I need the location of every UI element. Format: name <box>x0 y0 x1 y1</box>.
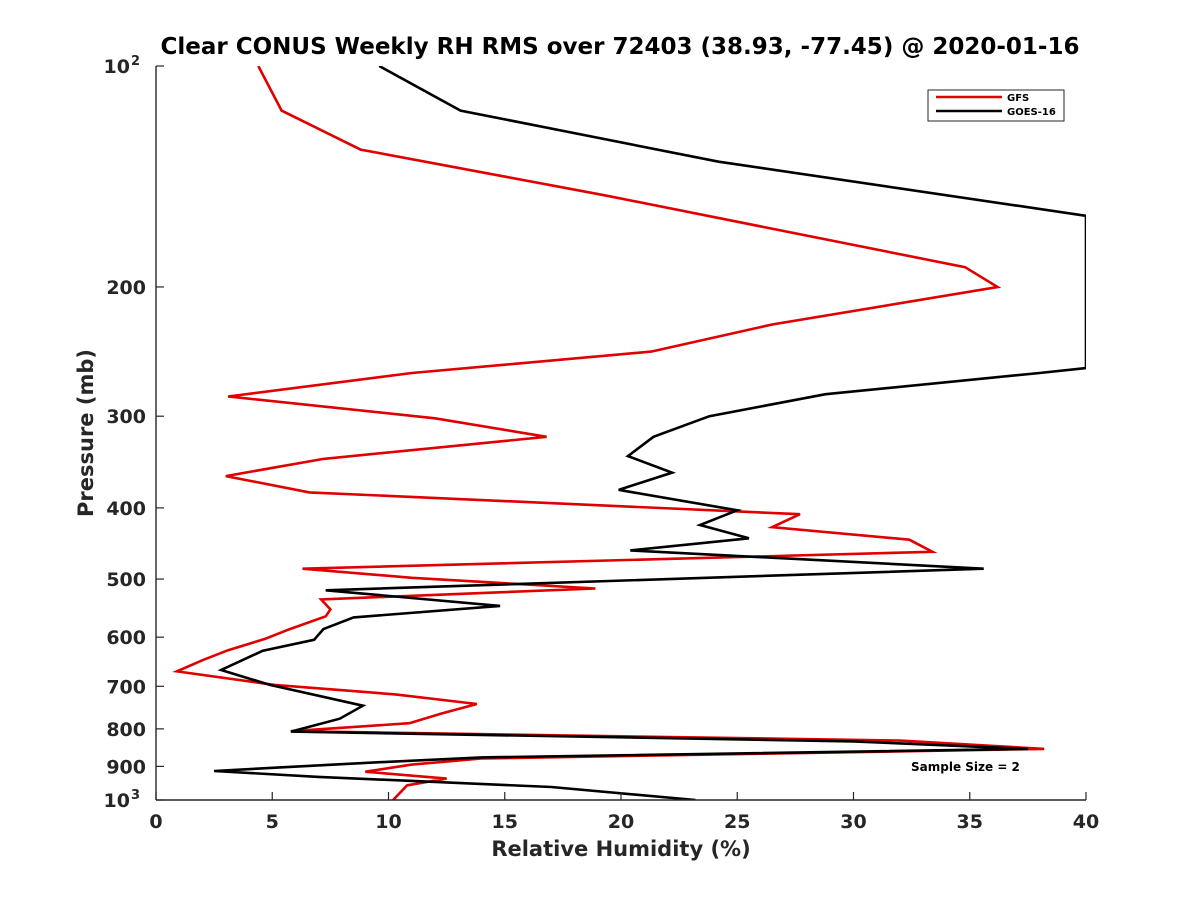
y-tick-exponent: 3 <box>131 788 140 803</box>
x-axis-label: Relative Humidity (%) <box>491 837 750 861</box>
x-tick-label: 25 <box>724 811 750 833</box>
x-tick-label: 0 <box>149 811 162 833</box>
legend-label-goes16: GOES-16 <box>1007 107 1056 118</box>
y-tick-label: 10 <box>104 790 130 812</box>
x-tick-label: 40 <box>1073 811 1099 833</box>
y-tick-label: 500 <box>106 569 146 591</box>
y-tick-label: 600 <box>106 627 146 649</box>
legend: GFS GOES-16 <box>927 89 1065 122</box>
y-tick-label: 10 <box>104 56 130 78</box>
axes: 0 5 10 15 20 25 30 35 40 10 220030040050060070080… <box>104 54 1100 833</box>
x-tick-label: 10 <box>375 811 401 833</box>
y-tick-label: 400 <box>106 498 146 520</box>
x-tick-label: 20 <box>608 811 634 833</box>
chart-title: Clear CONUS Weekly RH RMS over 72403 (38… <box>161 34 1080 60</box>
series-layer <box>172 66 1086 800</box>
legend-label-gfs: GFS <box>1007 93 1029 104</box>
y-axis-label: Pressure (mb) <box>74 349 98 517</box>
x-ticks: 0 5 10 15 20 25 30 35 40 <box>149 792 1099 833</box>
y-tick-exponent: 2 <box>131 54 140 69</box>
y-tick-label: 900 <box>106 756 146 778</box>
x-tick-label: 30 <box>840 811 866 833</box>
series-line-goes16 <box>214 66 1086 800</box>
y-tick-label: 300 <box>106 406 146 428</box>
x-tick-label: 35 <box>957 811 983 833</box>
sample-size-annotation: Sample Size = 2 <box>911 760 1020 774</box>
y-tick-label: 800 <box>106 719 146 741</box>
x-tick-label: 15 <box>492 811 518 833</box>
legend-box <box>927 89 1065 122</box>
y-tick-label: 200 <box>106 277 146 299</box>
series-line-gfs <box>172 66 1045 800</box>
y-tick-label: 700 <box>106 676 146 698</box>
x-tick-label: 5 <box>266 811 279 833</box>
